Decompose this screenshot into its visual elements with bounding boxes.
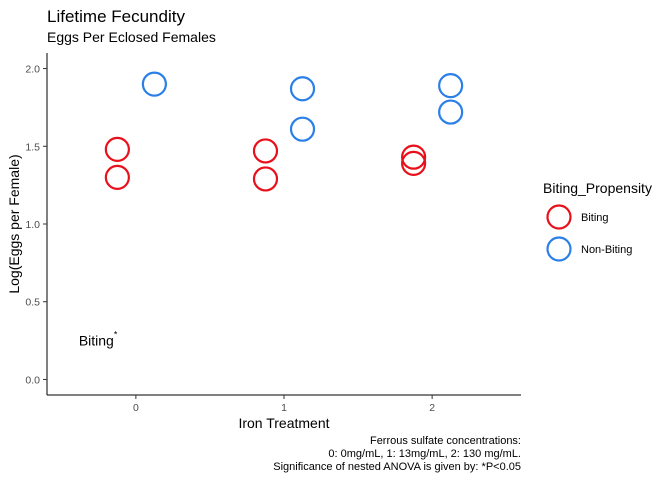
x-tick-label: 2 <box>429 402 435 414</box>
legend-key-biting <box>546 204 572 230</box>
data-point-biting <box>401 150 427 176</box>
data-point-biting <box>104 136 130 162</box>
legend-key-non-biting <box>546 236 572 262</box>
legend-label-non-biting: Non-Biting <box>581 244 632 256</box>
legend-title: Biting_Propensity <box>543 180 652 196</box>
data-point-non-biting <box>141 71 167 97</box>
caption-line-1: Ferrous sulfate concentrations: <box>370 435 521 447</box>
x-tick-label: 0 <box>133 402 139 414</box>
legend: Biting Non-Biting <box>546 204 632 262</box>
y-tick-label: 1.0 <box>25 219 40 231</box>
y-tick-label: 0.0 <box>25 374 40 386</box>
data-point-non-biting <box>438 99 464 125</box>
data-point-biting <box>401 144 427 170</box>
y-tick-label: 2.0 <box>25 64 40 76</box>
x-axis-title: Iron Treatment <box>238 415 329 431</box>
chart-subtitle: Eggs Per Eclosed Females <box>47 29 216 45</box>
plot-area: 0.0 0.5 1.0 1.5 2.0 0 1 2 Biting* <box>25 53 521 414</box>
data-point-non-biting <box>289 76 316 102</box>
caption-line-3: Significance of nested ANOVA is given by… <box>273 461 521 473</box>
y-tick-label: 1.5 <box>25 141 40 153</box>
data-point-non-biting <box>289 116 316 142</box>
data-point-biting <box>252 166 279 192</box>
chart-title: Lifetime Fecundity <box>47 7 185 26</box>
legend-label-biting: Biting <box>581 212 609 224</box>
data-point-biting <box>104 164 130 190</box>
x-tick-label: 1 <box>281 402 287 414</box>
significance-annotation: Biting* <box>79 330 118 349</box>
caption-line-2: 0: 0mg/mL, 1: 13mg/mL, 2: 130 mg/mL. <box>328 448 521 460</box>
data-point-biting <box>252 138 279 164</box>
y-tick-label: 0.5 <box>25 297 40 309</box>
data-point-non-biting <box>438 73 464 99</box>
significance-marker: * <box>114 330 118 340</box>
y-axis-title: Log(Eggs per Female) <box>6 154 22 293</box>
